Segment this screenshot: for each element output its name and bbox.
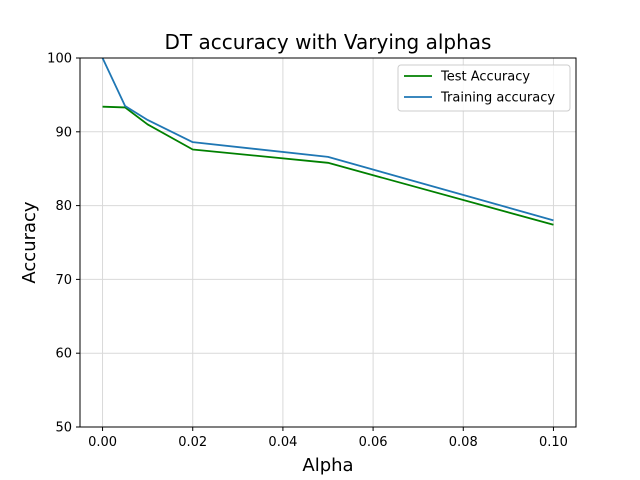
- y-axis-ticks: 50 60 70 80 90 100: [47, 52, 80, 436]
- y-tick-label: 90: [55, 125, 72, 140]
- x-tick-label: 0.00: [88, 435, 117, 450]
- x-tick-label: 0.08: [449, 435, 478, 450]
- y-tick-label: 60: [55, 347, 72, 362]
- series-line-1: [101, 57, 554, 222]
- y-axis-title: Accuracy: [19, 201, 40, 284]
- y-tick-label: 70: [55, 273, 72, 288]
- legend-label: Training accuracy: [440, 91, 555, 106]
- x-tick-label: 0.04: [268, 435, 297, 450]
- series-lines: [101, 57, 554, 226]
- y-tick-label: 80: [55, 199, 72, 214]
- series-line-0: [102, 105, 554, 226]
- x-tick-label: 0.06: [359, 435, 388, 450]
- y-tick-label: 100: [47, 52, 72, 67]
- legend-label: Test Accuracy: [440, 70, 530, 85]
- x-tick-label: 0.02: [178, 435, 207, 450]
- legend-box: [397, 64, 571, 112]
- y-tick-label: 50: [55, 421, 72, 436]
- chart-title: DT accuracy with Varying alphas: [165, 30, 492, 54]
- legend: Test Accuracy Training accuracy: [397, 64, 571, 112]
- plot-frame: [79, 57, 577, 428]
- grid: [80, 57, 576, 428]
- x-axis-title: Alpha: [302, 455, 353, 476]
- x-tick-label: 0.10: [539, 435, 568, 450]
- x-axis-ticks: 0.00 0.02 0.04 0.06 0.08 0.10: [88, 427, 568, 450]
